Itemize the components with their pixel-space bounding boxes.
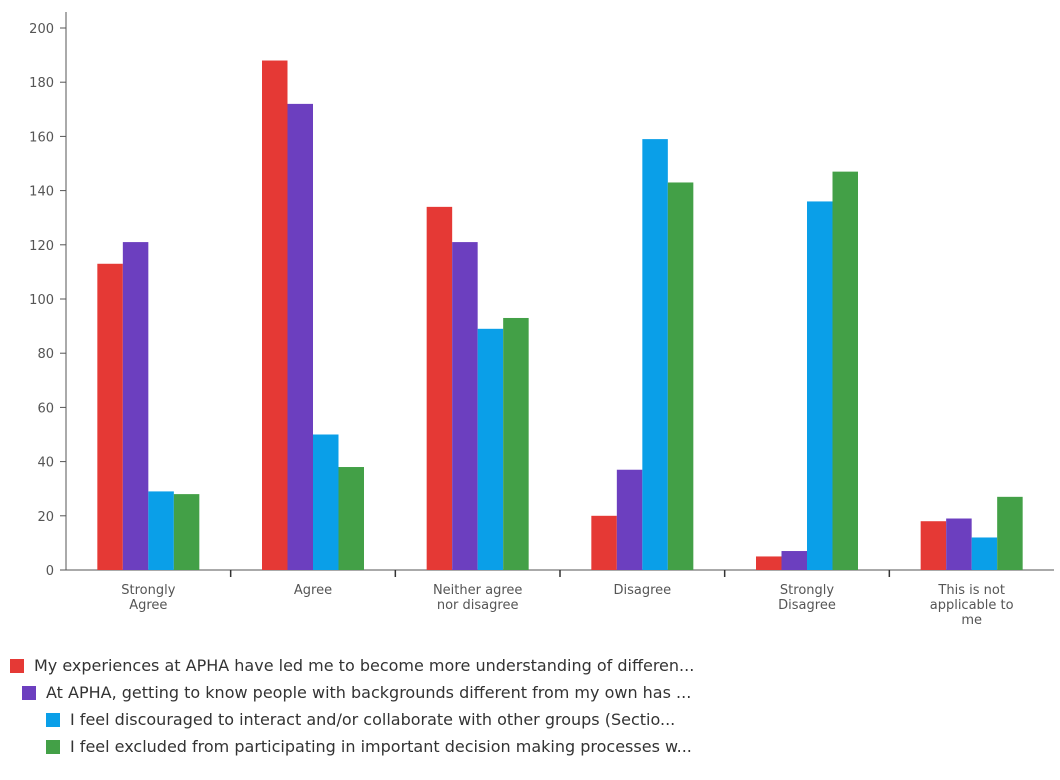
y-tick-label: 120 (29, 239, 54, 254)
bar (781, 551, 807, 570)
x-tick-label: Strongly Agree (121, 583, 175, 613)
legend-swatch (10, 658, 24, 673)
bar (313, 434, 339, 570)
legend-item[interactable]: My experiences at APHA have led me to be… (0, 652, 1060, 679)
bar (503, 317, 529, 570)
bar (756, 556, 782, 570)
legend-label: My experiences at APHA have led me to be… (34, 656, 695, 675)
y-tick-label: 60 (37, 401, 54, 416)
x-tick-label: Disagree (613, 583, 671, 598)
x-tick-label: Neither agree nor disagree (433, 583, 522, 613)
y-tick-label: 200 (29, 22, 54, 37)
bar (642, 139, 668, 571)
bar (452, 242, 478, 570)
legend: My experiences at APHA have led me to be… (0, 652, 1060, 760)
y-tick-label: 180 (29, 76, 54, 91)
bar (97, 263, 123, 570)
bar (946, 518, 972, 570)
bar (426, 206, 453, 571)
legend-item[interactable]: I feel discouraged to interact and/or co… (0, 706, 1060, 733)
bar (148, 491, 174, 570)
bar (616, 469, 643, 570)
y-tick-label: 80 (37, 347, 54, 362)
legend-swatch (22, 685, 36, 700)
x-tick-label: Agree (294, 583, 332, 598)
bar (832, 171, 858, 570)
chart: 0 20 40 60 80 100 120 140 160 180 200 Strongly Agree… (29, 12, 1054, 628)
bar (477, 328, 504, 570)
y-tick-label: 100 (29, 293, 54, 308)
bar (591, 515, 617, 570)
x-tick-label: Strongly Disagree (778, 583, 836, 613)
y-tick-label: 140 (29, 185, 54, 200)
legend-swatch (46, 739, 60, 754)
bar (997, 496, 1023, 570)
bar (122, 242, 149, 570)
legend-item[interactable]: I feel excluded from participating in im… (0, 733, 1060, 760)
bar (971, 537, 998, 570)
y-tick-label: 0 (46, 564, 54, 579)
bar (920, 521, 947, 570)
bar (667, 182, 694, 570)
bar (338, 467, 364, 570)
bar (173, 494, 200, 570)
bar (807, 201, 833, 570)
y-tick-label: 20 (37, 510, 54, 525)
bar (287, 103, 313, 570)
legend-label: At APHA, getting to know people with bac… (46, 683, 692, 702)
x-tick-label: This is not applicable to me (930, 583, 1014, 628)
legend-label: I feel excluded from participating in im… (70, 737, 692, 756)
legend-label: I feel discouraged to interact and/or co… (70, 710, 676, 729)
legend-swatch (46, 712, 60, 727)
bar (262, 60, 288, 571)
bar-chart: 0 20 40 60 80 100 120 140 160 180 200 Strongly Agree… (29, 12, 1054, 628)
legend-item[interactable]: At APHA, getting to know people with bac… (0, 679, 1060, 706)
y-tick-label: 40 (37, 456, 54, 471)
y-tick-label: 160 (29, 130, 54, 145)
